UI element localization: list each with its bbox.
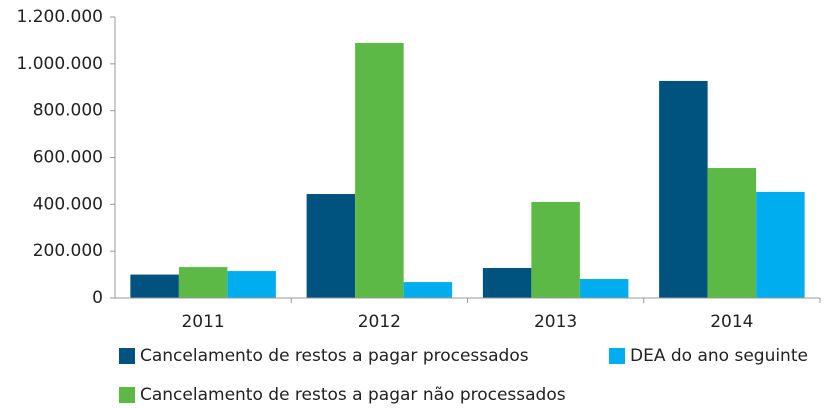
bar [531, 201, 580, 298]
x-tick-label: 2014 [710, 312, 753, 332]
y-tick-label: 800.000 [33, 101, 103, 121]
y-tick-label: 1.000.000 [16, 54, 103, 74]
legend-swatch [609, 348, 625, 364]
y-tick-label: 400.000 [33, 194, 103, 214]
y-tick-label: 0 [92, 288, 103, 308]
x-tick-label: 2013 [534, 312, 577, 332]
legend-label: DEA do ano seguinte [630, 346, 808, 366]
bar [227, 271, 276, 298]
bar [659, 80, 708, 299]
x-tick-label: 2012 [358, 312, 401, 332]
legend-label: Cancelamento de restos a pagar processad… [140, 346, 529, 366]
bar [579, 279, 629, 298]
bar [707, 168, 757, 298]
bar [756, 191, 805, 298]
legend-swatch [119, 387, 135, 403]
y-tick-label: 1.200.000 [16, 7, 103, 27]
bar [482, 268, 532, 298]
y-tick-label: 600.000 [33, 148, 103, 168]
legend-swatch [119, 348, 135, 364]
bar [178, 267, 228, 298]
bar [403, 282, 453, 298]
bar [355, 42, 404, 299]
legend-label: Cancelamento de restos a pagar não proce… [140, 385, 566, 405]
x-tick-label: 2011 [181, 312, 224, 332]
bar [306, 194, 356, 298]
bar [130, 274, 179, 298]
y-tick-label: 200.000 [33, 241, 103, 261]
